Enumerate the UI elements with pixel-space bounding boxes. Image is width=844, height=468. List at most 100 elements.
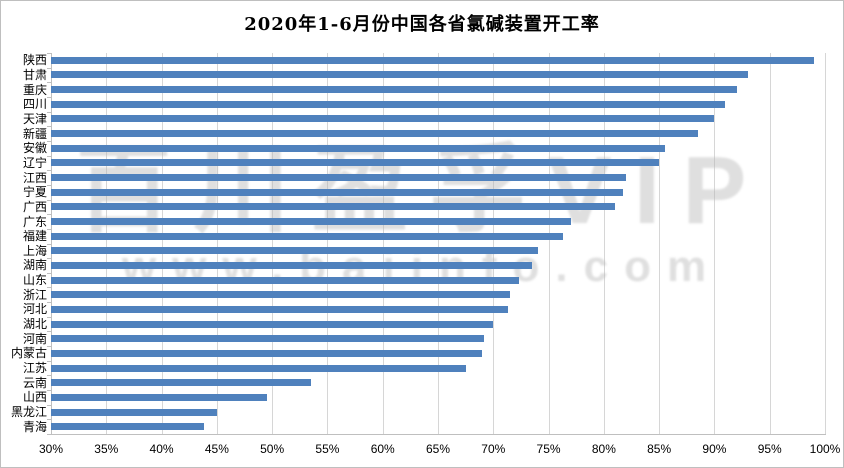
bar-浙江 bbox=[51, 291, 510, 299]
value-tick-label: 30% bbox=[38, 442, 64, 456]
bar-河南 bbox=[51, 335, 485, 343]
category-tick bbox=[47, 140, 51, 142]
gridline bbox=[659, 53, 661, 434]
category-tick bbox=[47, 243, 51, 245]
category-tick bbox=[47, 331, 51, 333]
bar-新疆 bbox=[51, 130, 698, 138]
bar-江西 bbox=[51, 174, 626, 182]
bar-福建 bbox=[51, 232, 563, 240]
category-tick bbox=[47, 302, 51, 304]
category-tick bbox=[47, 346, 51, 348]
category-tick bbox=[47, 67, 51, 69]
category-label: 河南 bbox=[22, 331, 47, 346]
value-tick-label: 60% bbox=[370, 442, 395, 456]
category-label: 安徽 bbox=[22, 141, 47, 156]
category-tick bbox=[47, 419, 51, 421]
category-tick bbox=[47, 111, 51, 113]
category-label: 湖南 bbox=[22, 258, 47, 273]
category-tick bbox=[47, 316, 51, 318]
bar-重庆 bbox=[51, 86, 737, 94]
category-label: 江苏 bbox=[22, 361, 47, 376]
category-tick bbox=[47, 360, 51, 362]
value-tick-label: 75% bbox=[536, 442, 561, 456]
category-axis-line bbox=[51, 53, 52, 435]
bar-云南 bbox=[51, 379, 311, 387]
category-tick bbox=[47, 96, 51, 98]
gridline bbox=[548, 53, 550, 434]
category-tick bbox=[47, 404, 51, 406]
bar-安徽 bbox=[51, 144, 665, 152]
bar-陕西 bbox=[51, 56, 814, 64]
category-label: 青海 bbox=[22, 419, 47, 434]
category-tick bbox=[47, 272, 51, 274]
category-label: 江西 bbox=[22, 170, 47, 185]
value-tick-label: 40% bbox=[149, 442, 174, 456]
value-tick-label: 100% bbox=[809, 442, 841, 456]
gridline bbox=[603, 53, 605, 434]
category-tick bbox=[47, 287, 51, 289]
value-axis-line bbox=[51, 434, 826, 435]
category-label: 四川 bbox=[22, 97, 47, 112]
category-label: 重庆 bbox=[22, 82, 47, 97]
value-tick-label: 80% bbox=[591, 442, 616, 456]
value-tick-label: 70% bbox=[481, 442, 506, 456]
value-tick-label: 90% bbox=[702, 442, 727, 456]
category-label: 湖北 bbox=[22, 317, 47, 332]
bars bbox=[51, 53, 825, 434]
category-tick bbox=[47, 258, 51, 260]
gridline bbox=[327, 53, 329, 434]
category-label: 天津 bbox=[22, 111, 47, 126]
category-tick bbox=[47, 228, 51, 230]
plot-area bbox=[51, 53, 826, 434]
bar-上海 bbox=[51, 247, 538, 255]
category-tick bbox=[47, 82, 51, 84]
bar-黑龙江 bbox=[51, 408, 217, 416]
category-label: 陕西 bbox=[22, 53, 47, 68]
bar-河北 bbox=[51, 305, 508, 313]
category-label: 云南 bbox=[22, 375, 47, 390]
category-tick bbox=[47, 375, 51, 377]
value-tick-label: 65% bbox=[425, 442, 451, 456]
bar-甘肃 bbox=[51, 71, 748, 79]
gridline bbox=[161, 53, 163, 434]
gridline bbox=[825, 53, 826, 434]
category-tick bbox=[47, 184, 51, 186]
category-tick bbox=[47, 126, 51, 128]
category-label: 黑龙江 bbox=[10, 405, 47, 420]
chart-title: 2020年1-6月份中国各省氯碱装置开工率 bbox=[244, 14, 600, 35]
category-label: 新疆 bbox=[22, 126, 47, 141]
bar-内蒙古 bbox=[51, 349, 483, 357]
bar-湖南 bbox=[51, 261, 532, 269]
category-tick bbox=[47, 170, 51, 172]
bar-四川 bbox=[51, 100, 726, 108]
category-label: 甘肃 bbox=[22, 67, 47, 82]
gridline bbox=[769, 53, 771, 434]
gridline bbox=[216, 53, 218, 434]
bar-辽宁 bbox=[51, 159, 660, 167]
value-tick-label: 55% bbox=[315, 442, 340, 456]
bar-广西 bbox=[51, 203, 615, 211]
bar-山西 bbox=[51, 393, 267, 401]
category-label: 河北 bbox=[22, 302, 47, 317]
gridline bbox=[272, 53, 274, 434]
category-label: 辽宁 bbox=[22, 155, 47, 170]
category-tick bbox=[47, 434, 51, 435]
category-tick bbox=[47, 53, 51, 54]
bar-青海 bbox=[51, 423, 204, 431]
category-tick bbox=[47, 199, 51, 201]
category-label: 福建 bbox=[22, 229, 47, 244]
value-tick-label: 35% bbox=[94, 442, 119, 456]
category-label: 广西 bbox=[22, 199, 47, 214]
bar-江苏 bbox=[51, 364, 466, 372]
bar-天津 bbox=[51, 115, 715, 123]
category-label: 山东 bbox=[22, 273, 47, 288]
gridline bbox=[493, 53, 495, 434]
category-tick bbox=[47, 155, 51, 157]
category-tick bbox=[47, 214, 51, 216]
value-tick-label: 50% bbox=[260, 442, 285, 456]
bar-广东 bbox=[51, 218, 571, 226]
category-tick bbox=[47, 390, 51, 392]
bar-湖北 bbox=[51, 320, 494, 328]
category-label: 宁夏 bbox=[22, 185, 47, 200]
